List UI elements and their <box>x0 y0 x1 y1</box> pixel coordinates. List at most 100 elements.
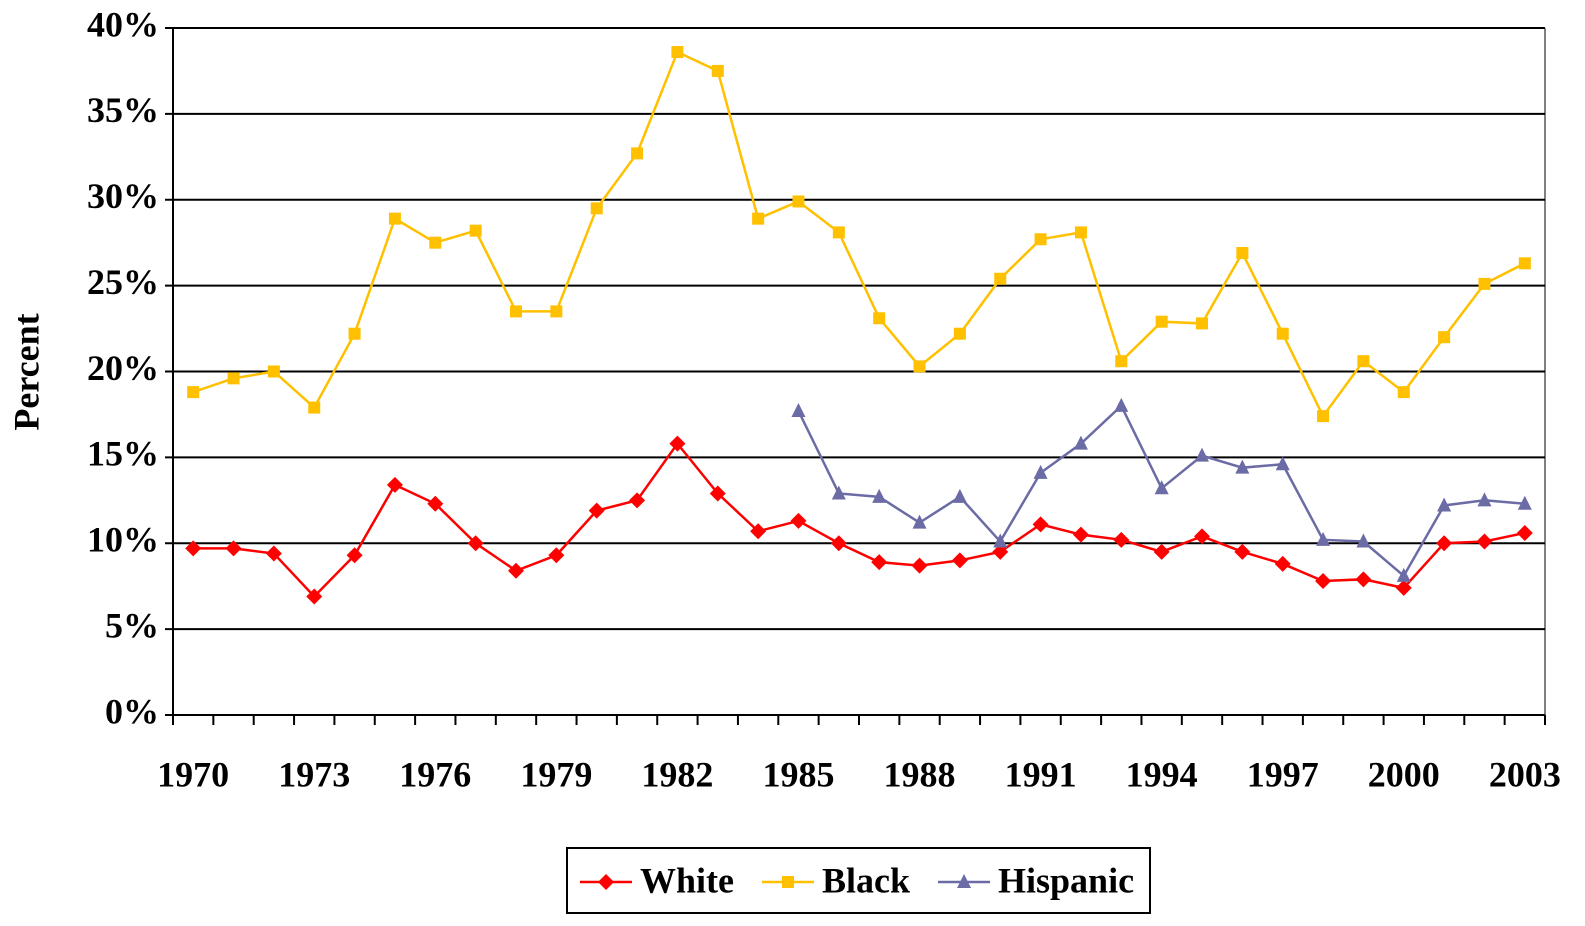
data-point <box>1196 317 1208 330</box>
data-point <box>913 360 926 373</box>
data-point <box>265 545 282 562</box>
data-point <box>1355 571 1372 588</box>
data-point <box>306 588 323 605</box>
x-tick-label: 1976 <box>399 754 471 794</box>
data-point <box>510 305 522 318</box>
data-point <box>1276 327 1289 340</box>
data-point <box>1275 456 1290 471</box>
data-point <box>1437 497 1452 512</box>
data-point <box>671 46 684 59</box>
data-point <box>1476 533 1493 550</box>
data-point <box>1073 435 1088 450</box>
data-point <box>951 552 968 569</box>
x-tick-label: 1991 <box>1005 754 1077 794</box>
data-point <box>1115 355 1128 368</box>
data-point <box>1235 459 1250 474</box>
data-point <box>1154 480 1169 495</box>
legend-label: Black <box>822 860 910 900</box>
data-point <box>1194 528 1210 545</box>
data-point <box>750 523 767 540</box>
data-point <box>1236 246 1249 259</box>
data-point <box>1438 331 1451 344</box>
data-point <box>386 476 403 493</box>
x-tick-label: 1994 <box>1126 754 1198 794</box>
data-point <box>994 272 1007 285</box>
y-tick-label: 40% <box>87 4 159 44</box>
y-tick-label: 15% <box>87 434 159 474</box>
y-tick-label: 30% <box>87 176 159 216</box>
series-line <box>192 50 1526 419</box>
data-point <box>1516 524 1533 541</box>
data-point <box>1034 233 1047 246</box>
legend-label: White <box>640 860 734 900</box>
data-point <box>629 492 646 509</box>
data-point <box>225 540 242 557</box>
x-tick-label: 1982 <box>641 754 713 794</box>
data-point <box>711 64 724 77</box>
x-tick-label: 2003 <box>1489 754 1561 794</box>
data-point <box>790 512 807 529</box>
data-point <box>1317 410 1330 423</box>
data-point <box>469 224 482 237</box>
legend-box <box>566 847 1151 914</box>
data-point <box>1155 315 1168 328</box>
data-point <box>1478 277 1491 290</box>
data-point <box>348 327 361 340</box>
data-point <box>873 312 886 325</box>
data-point <box>669 435 686 452</box>
y-tick-label: 20% <box>87 348 159 388</box>
y-tick-label: 0% <box>105 691 159 731</box>
data-point <box>752 212 765 225</box>
data-point <box>912 514 927 529</box>
data-point <box>227 372 240 385</box>
data-point <box>993 533 1008 548</box>
data-point <box>267 365 280 378</box>
data-point <box>388 212 401 225</box>
data-point <box>187 386 200 399</box>
data-point <box>550 305 563 318</box>
data-point <box>1357 355 1370 368</box>
data-point <box>1072 526 1089 543</box>
data-point <box>1477 492 1492 507</box>
data-point <box>308 401 321 414</box>
data-point <box>1436 535 1453 552</box>
legend-marker <box>782 876 794 888</box>
x-tick-label: 1970 <box>157 754 229 794</box>
data-point <box>792 195 805 208</box>
data-point <box>1195 447 1209 462</box>
data-point <box>590 202 603 215</box>
x-tick-label: 1988 <box>884 754 956 794</box>
data-point <box>992 543 1009 560</box>
data-point <box>1113 531 1130 548</box>
data-point <box>429 236 442 249</box>
series-line <box>193 441 1526 599</box>
x-tick-label: 1985 <box>762 754 834 794</box>
y-tick-label: 10% <box>87 520 159 560</box>
data-point <box>911 557 928 574</box>
data-point <box>832 226 845 239</box>
data-point <box>346 547 363 564</box>
data-point <box>1397 386 1410 399</box>
data-point <box>1518 257 1531 270</box>
data-point <box>508 562 524 579</box>
data-point <box>709 485 726 502</box>
data-point <box>1396 567 1411 582</box>
data-point <box>631 147 644 160</box>
y-tick-label: 5% <box>105 605 159 645</box>
data-point <box>1032 516 1049 533</box>
y-tick-label: 25% <box>87 262 159 302</box>
data-point <box>871 554 888 571</box>
legend-label: Hispanic <box>998 860 1134 900</box>
data-point <box>1033 464 1048 479</box>
data-point <box>548 547 565 564</box>
data-point <box>1074 226 1087 239</box>
data-point <box>1395 579 1412 596</box>
data-point <box>791 403 806 418</box>
y-axis-label: Percent <box>6 313 46 430</box>
x-tick-label: 2000 <box>1368 754 1440 794</box>
data-point <box>830 535 847 552</box>
data-point <box>1114 397 1129 412</box>
data-point <box>1274 555 1291 572</box>
